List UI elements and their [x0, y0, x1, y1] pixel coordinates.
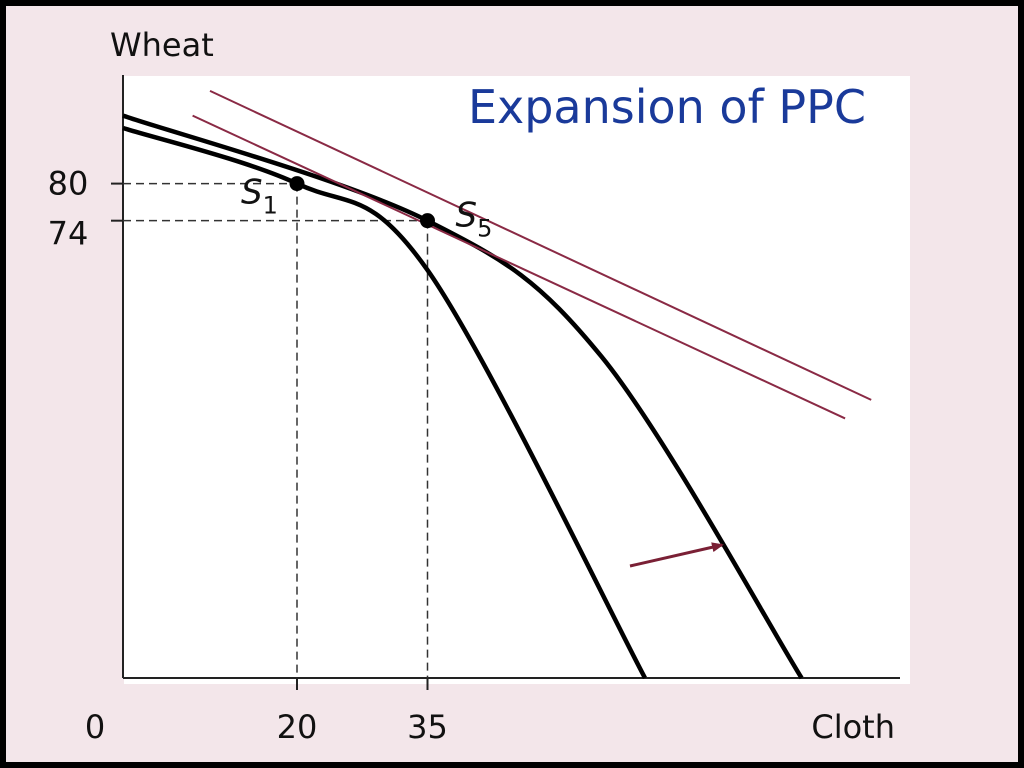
chart-title: Expansion of PPC — [468, 80, 866, 134]
plot-background — [124, 76, 910, 684]
x-tick-label: 35 — [407, 708, 448, 746]
x-tick-label: 20 — [277, 708, 318, 746]
price-line-2 — [209, 89, 872, 401]
axis-ticks: 20 35 80 74 — [48, 165, 448, 746]
y-tick-label: 74 — [48, 215, 89, 253]
y-axis-label: Wheat — [110, 26, 214, 64]
point-label-1: S1 — [241, 173, 278, 220]
point-label-2: S5 — [456, 196, 493, 243]
point-dot-1 — [289, 176, 305, 192]
price-lines — [192, 89, 872, 420]
guide-lines — [123, 182, 429, 678]
origin-label: 0 — [85, 708, 105, 746]
y-tick-label: 80 — [48, 165, 89, 203]
point-dot-2 — [420, 213, 435, 229]
price-line-1 — [192, 114, 846, 420]
shift-arrow — [629, 542, 724, 568]
ppc-curve-1 — [122, 125, 647, 680]
x-axis-label: Cloth — [811, 708, 895, 746]
